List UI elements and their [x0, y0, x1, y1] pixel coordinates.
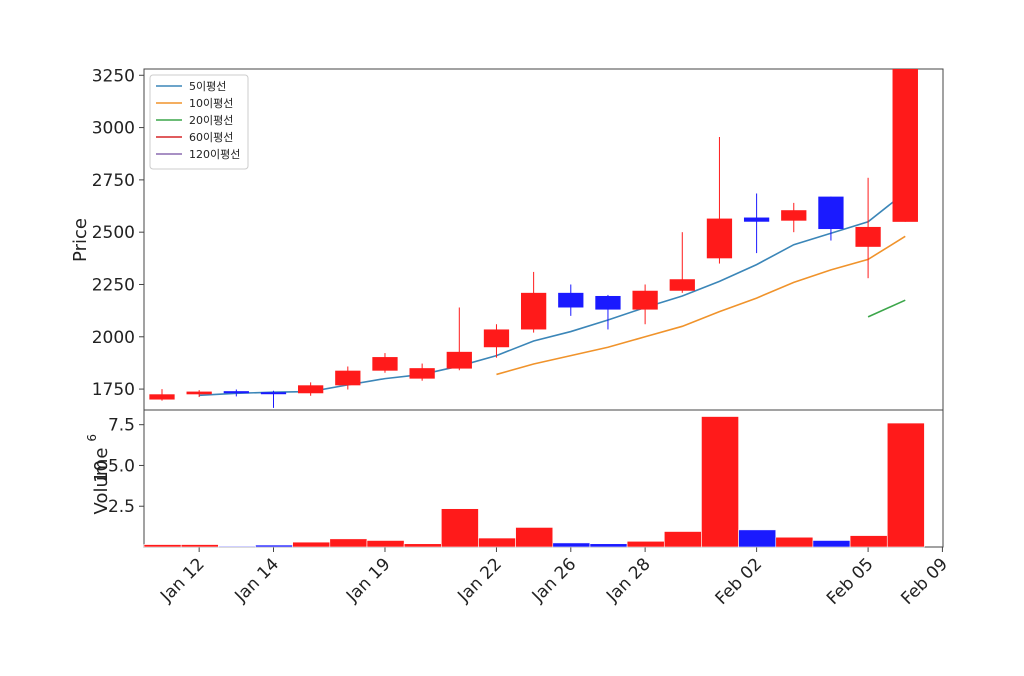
price-panel-frame [143, 68, 944, 411]
legend: 5이평선 10이평선 20이평선 60이평선 120이평선 [149, 74, 249, 170]
price-tick-label: 2250 [92, 275, 135, 295]
price-axis-ticks: 1750 2000 2250 2500 2750 3000 3250 [92, 66, 144, 400]
candle-body [409, 368, 435, 379]
volume-bar [255, 544, 293, 548]
date-tick-label: Jan 22 [453, 554, 506, 607]
moving-average-line [199, 191, 906, 397]
candle-body [855, 226, 881, 247]
candle-body [298, 385, 324, 394]
price-tick-label: 2750 [92, 171, 135, 191]
volume-tick-label: 7.5 [108, 416, 135, 436]
candle-body [483, 329, 510, 348]
volume-bar [441, 508, 479, 548]
candle-body [595, 295, 621, 310]
candle-body [186, 391, 212, 395]
volume-bars [143, 416, 925, 548]
volume-bar [403, 543, 442, 548]
volume-bar [218, 545, 256, 548]
date-tick-label: Feb 09 [897, 554, 952, 609]
volume-bar [180, 544, 219, 548]
volume-tick-label: 2.5 [108, 497, 135, 517]
candle-body [669, 279, 695, 291]
volume-bar [701, 416, 739, 548]
volume-bar [329, 538, 368, 548]
date-tick-label: Jan 26 [528, 554, 581, 607]
candle-body [260, 392, 287, 395]
volume-exponent-base: 10 [91, 460, 112, 483]
volume-bar [886, 422, 925, 548]
volume-bar [775, 536, 814, 548]
volume-axis-ticks: 2.5 5.0 7.5 [108, 416, 144, 517]
date-axis-ticks: Jan 12 Jan 14 Jan 19 Jan 22 Jan 26 Jan 28 Feb … [156, 547, 952, 609]
volume-bar [589, 543, 628, 548]
price-tick-label: 3250 [92, 66, 135, 86]
volume-bar [143, 544, 182, 548]
volume-bar [292, 541, 331, 548]
volume-axis-label: Volume [91, 448, 112, 515]
volume-tick-label: 5.0 [108, 456, 135, 476]
volume-exponent-power: 6 [85, 434, 99, 442]
price-tick-label: 2500 [92, 223, 135, 243]
moving-average-lines [199, 191, 906, 397]
legend-entry: 5이평선 [189, 80, 226, 93]
candle-body [818, 196, 844, 230]
candle-body [372, 357, 398, 371]
volume-bar [626, 540, 665, 548]
legend-box [149, 74, 249, 170]
candle-body [446, 351, 472, 369]
moving-average-line [867, 299, 906, 318]
volume-bar [738, 529, 777, 548]
date-tick-label: Jan 14 [231, 554, 284, 607]
date-tick-label: Jan 12 [156, 554, 209, 607]
candle-body [335, 370, 361, 386]
volume-bar [478, 537, 516, 548]
volume-bar [366, 540, 405, 548]
volume-panel-frame [143, 409, 944, 548]
volume-bar [812, 540, 851, 548]
legend-entry: 120이평선 [189, 148, 240, 161]
candle-body [781, 210, 807, 221]
candle-body [892, 69, 918, 222]
moving-average-line [496, 235, 906, 376]
price-tick-label: 2000 [92, 328, 135, 348]
date-tick-label: Feb 05 [823, 554, 878, 609]
candle-body [520, 292, 547, 330]
date-tick-label: Feb 02 [712, 554, 767, 609]
candle-body [706, 218, 733, 259]
legend-entry: 60이평선 [189, 131, 233, 144]
date-tick-label: Jan 28 [602, 554, 655, 607]
candles [149, 69, 918, 408]
candle-body [558, 292, 584, 308]
legend-entry: 20이평선 [189, 114, 233, 127]
volume-bar [515, 527, 554, 548]
date-tick-label: Jan 19 [342, 554, 395, 607]
volume-bar [552, 542, 591, 548]
volume-bar [663, 531, 702, 548]
candle-body [223, 391, 249, 394]
candle-body [632, 290, 658, 310]
volume-bar [849, 535, 888, 548]
candle-body [149, 394, 175, 400]
legend-entry: 10이평선 [189, 97, 233, 110]
price-tick-label: 1750 [92, 380, 135, 400]
price-tick-label: 3000 [92, 119, 135, 139]
price-axis-label: Price [70, 218, 91, 262]
candle-body [743, 217, 770, 222]
